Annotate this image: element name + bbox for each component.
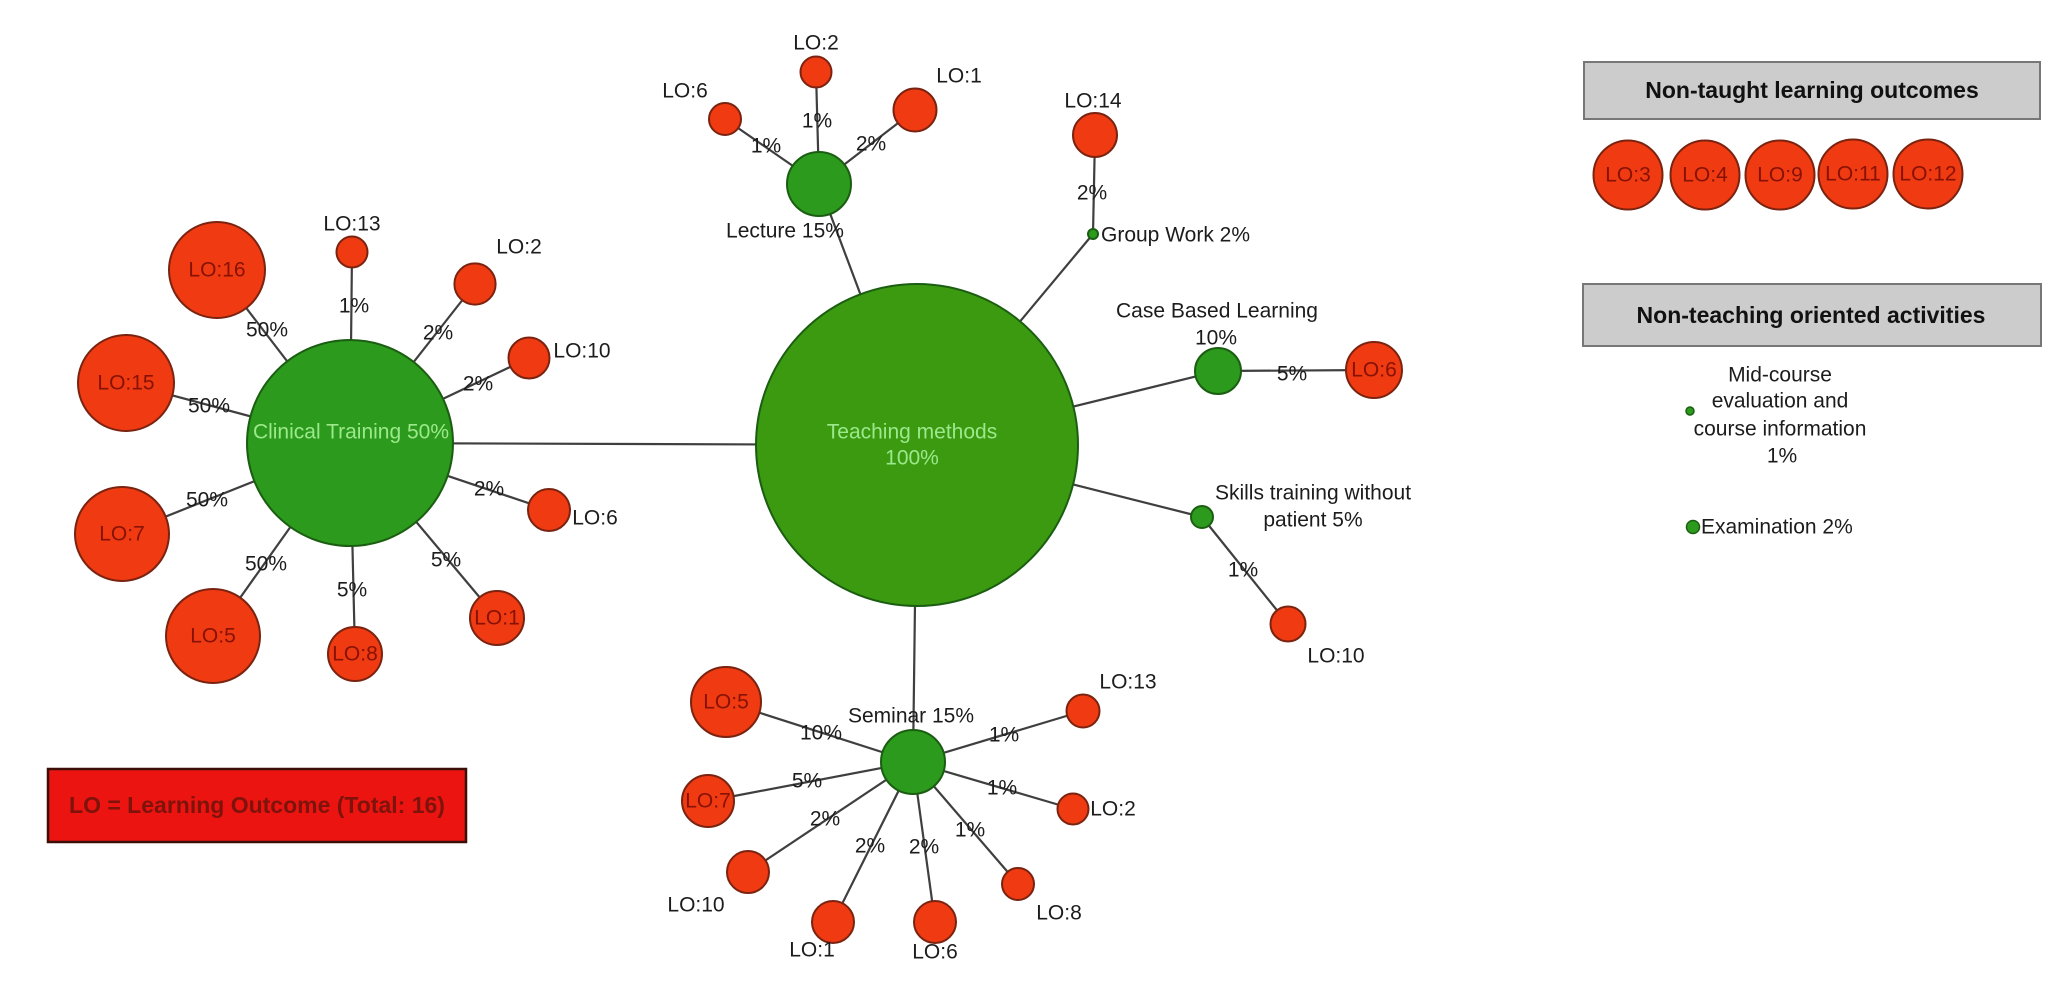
svg-text:LO:9: LO:9 <box>1757 164 1803 187</box>
svg-text:Seminar 15%: Seminar 15% <box>848 705 974 728</box>
svg-text:LO:13: LO:13 <box>323 213 380 236</box>
svg-text:2%: 2% <box>856 133 886 156</box>
svg-text:2%: 2% <box>463 373 493 396</box>
svg-text:LO:6: LO:6 <box>1351 359 1397 382</box>
svg-text:LO:2: LO:2 <box>1090 798 1136 821</box>
svg-text:Examination 2%: Examination 2% <box>1701 516 1853 539</box>
svg-text:1%: 1% <box>987 777 1017 800</box>
svg-text:2%: 2% <box>423 322 453 345</box>
svg-text:LO:6: LO:6 <box>662 80 708 103</box>
svg-text:2%: 2% <box>909 836 939 859</box>
svg-text:10%: 10% <box>1195 327 1237 350</box>
svg-text:1%: 1% <box>989 724 1019 747</box>
svg-text:Teaching methods: Teaching methods <box>827 421 997 444</box>
svg-text:10%: 10% <box>800 722 842 745</box>
svg-text:LO:16: LO:16 <box>188 259 245 282</box>
svg-text:LO:12: LO:12 <box>1899 163 1956 186</box>
svg-text:Group Work 2%: Group Work 2% <box>1101 224 1250 247</box>
svg-text:LO:10: LO:10 <box>667 894 724 917</box>
svg-text:LO:5: LO:5 <box>703 691 749 714</box>
svg-text:1%: 1% <box>339 295 369 318</box>
svg-text:LO:11: LO:11 <box>1825 163 1881 186</box>
svg-text:Clinical Training 50%: Clinical Training 50% <box>253 421 449 444</box>
svg-text:LO:3: LO:3 <box>1605 164 1651 187</box>
svg-text:LO:5: LO:5 <box>190 625 236 648</box>
svg-text:LO:6: LO:6 <box>912 941 958 964</box>
svg-text:1%: 1% <box>1228 559 1258 582</box>
svg-text:5%: 5% <box>337 579 367 602</box>
svg-text:course information: course information <box>1694 418 1867 441</box>
svg-text:Mid-course: Mid-course <box>1728 364 1832 387</box>
svg-text:LO:10: LO:10 <box>553 340 610 363</box>
svg-text:LO:4: LO:4 <box>1682 164 1728 187</box>
svg-text:Non-teaching oriented activiti: Non-teaching oriented activities <box>1637 302 1986 328</box>
svg-text:Skills training without: Skills training without <box>1215 482 1411 505</box>
svg-text:LO:8: LO:8 <box>332 643 378 666</box>
svg-text:5%: 5% <box>431 549 461 572</box>
svg-text:LO:1: LO:1 <box>789 939 835 962</box>
svg-text:1%: 1% <box>1767 445 1797 468</box>
svg-text:LO:8: LO:8 <box>1036 902 1082 925</box>
svg-text:Case Based Learning: Case Based Learning <box>1116 300 1318 323</box>
svg-text:Lecture 15%: Lecture 15% <box>726 220 844 243</box>
svg-text:2%: 2% <box>810 808 840 831</box>
svg-text:2%: 2% <box>855 835 885 858</box>
svg-text:50%: 50% <box>245 553 287 576</box>
svg-text:LO:14: LO:14 <box>1064 90 1122 113</box>
svg-text:1%: 1% <box>751 135 781 158</box>
svg-text:LO:2: LO:2 <box>496 236 542 259</box>
svg-text:LO:7: LO:7 <box>685 790 731 813</box>
svg-text:50%: 50% <box>188 395 230 418</box>
svg-text:LO:15: LO:15 <box>97 372 154 395</box>
svg-text:LO:2: LO:2 <box>793 32 839 55</box>
svg-text:patient 5%: patient 5% <box>1263 509 1362 532</box>
svg-text:1%: 1% <box>955 819 985 842</box>
svg-text:LO:6: LO:6 <box>572 507 618 530</box>
svg-text:LO:7: LO:7 <box>99 523 145 546</box>
svg-text:LO:1: LO:1 <box>474 607 520 630</box>
svg-text:5%: 5% <box>1277 363 1307 386</box>
svg-text:2%: 2% <box>1077 182 1107 205</box>
svg-text:100%: 100% <box>885 447 939 470</box>
svg-text:LO = Learning Outcome (Total:: LO = Learning Outcome (Total: 16) <box>69 792 445 818</box>
svg-text:2%: 2% <box>474 478 504 501</box>
svg-text:LO:1: LO:1 <box>936 65 982 88</box>
svg-text:50%: 50% <box>186 489 228 512</box>
svg-text:5%: 5% <box>792 770 822 793</box>
svg-text:evaluation and: evaluation and <box>1712 390 1849 413</box>
svg-text:LO:13: LO:13 <box>1099 671 1156 694</box>
svg-text:1%: 1% <box>802 110 832 133</box>
svg-text:Non-taught learning outcomes: Non-taught learning outcomes <box>1645 77 1979 103</box>
svg-text:50%: 50% <box>246 319 288 342</box>
svg-text:LO:10: LO:10 <box>1307 645 1364 668</box>
